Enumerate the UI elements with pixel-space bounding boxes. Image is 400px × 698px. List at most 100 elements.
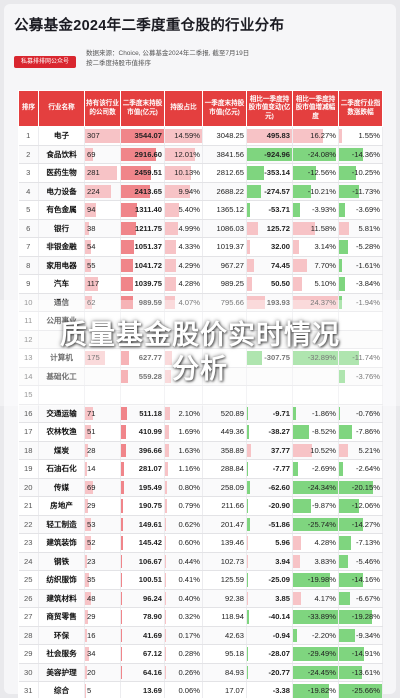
cell-text: -25.66% <box>351 686 380 696</box>
cell-text: 10 <box>24 297 33 307</box>
cell-idx: -11.74% <box>338 348 383 368</box>
cell-text: 12.01% <box>174 149 200 159</box>
cell-text: 48 <box>87 593 96 603</box>
cell-bar <box>339 462 344 476</box>
cell-count: 51 <box>84 422 121 442</box>
cell-value: 281.07 <box>120 459 165 479</box>
cell-industry <box>38 385 85 405</box>
cell-text: 传媒 <box>53 482 70 492</box>
cell-text: 19 <box>24 464 33 474</box>
cell-bar <box>121 573 123 587</box>
cell-text: 电力设备 <box>46 186 77 196</box>
cell-text: -307.75 <box>264 353 290 363</box>
cell-text: 5.10% <box>314 279 336 289</box>
cell-idx: -14.91% <box>338 644 383 664</box>
cell-bar <box>339 610 372 624</box>
cell-pct: 11.58% <box>292 219 339 238</box>
cell-industry: 农林牧渔 <box>38 422 85 442</box>
cell-bar <box>121 536 123 550</box>
cell-text: -14.91% <box>351 649 380 659</box>
table-row: 20 传媒 69 195.49 0.80% 258.09 -62.60 -24.34% -20.… <box>18 478 383 497</box>
cell-bar <box>121 351 129 365</box>
cell-rank: 6 <box>18 219 39 238</box>
cell-change <box>246 367 293 386</box>
cell-text: 医药生物 <box>46 168 77 178</box>
cell-change: -307.75 <box>246 348 293 368</box>
cell-bar <box>339 425 353 439</box>
cell-rank: 19 <box>18 459 39 479</box>
cell-text: -924.96 <box>264 149 290 159</box>
overlay-line-2: 分析 <box>172 354 228 384</box>
cell-text: 14 <box>24 371 33 381</box>
cell-count: 69 <box>84 145 121 164</box>
cell-bar <box>339 221 349 235</box>
cell-q1 <box>202 385 247 405</box>
cell-rank: 13 <box>18 348 39 368</box>
cell-value: 2916.60 <box>120 145 165 164</box>
cell-text: 78.90 <box>142 612 162 622</box>
cell-bar <box>85 221 90 235</box>
cell-rank: 24 <box>18 552 39 571</box>
cell-text: 0.62% <box>178 519 200 529</box>
cell-text: 18 <box>24 445 33 455</box>
cell-share: 4.28% <box>164 274 203 294</box>
cell-bar <box>165 221 178 235</box>
cell-count: 55 <box>84 256 121 275</box>
table-row: 24 钢铁 23 106.67 0.44% 102.73 3.94 3.83% -5.46% <box>18 552 383 571</box>
cell-text: 商贸零售 <box>46 612 77 622</box>
cell-share: 12.01% <box>164 145 203 164</box>
cell-bar <box>339 684 382 698</box>
cell-bar <box>121 369 128 383</box>
cell-bar <box>339 628 355 642</box>
cell-text: 62 <box>87 297 96 307</box>
cell-bar <box>85 573 89 587</box>
cell-share <box>164 385 203 405</box>
cell-pct: -19.82% <box>292 681 339 698</box>
cell-count: 224 <box>84 182 121 201</box>
cell-change: -38.27 <box>246 422 293 442</box>
cell-pct <box>292 385 339 405</box>
cell-text: -9.87% <box>311 501 336 511</box>
cell-bar <box>293 554 301 568</box>
cell-industry: 纺织服饰 <box>38 570 85 590</box>
cell-change: -62.60 <box>246 478 293 497</box>
cell-share: 0.44% <box>164 552 203 571</box>
cell-count: 94 <box>84 200 121 220</box>
cell-text: 53 <box>87 519 96 529</box>
cell-bar <box>247 480 251 494</box>
cell-text: 3 <box>26 168 31 178</box>
cell-text: 396.66 <box>138 445 162 455</box>
cell-q1: 258.09 <box>202 478 247 497</box>
cell-text: 14 <box>87 464 96 474</box>
cell-industry <box>38 330 85 349</box>
cell-text: 69 <box>87 482 96 492</box>
cell-idx: -5.46% <box>338 552 383 571</box>
cell-bar <box>85 277 99 291</box>
cell-industry: 轻工制造 <box>38 515 85 534</box>
cell-text: 2 <box>26 149 31 159</box>
cell-industry: 有色金属 <box>38 200 85 220</box>
cell-text: 石油石化 <box>46 464 77 474</box>
cell-pct: 4.28% <box>292 533 339 553</box>
cell-text: -11.73% <box>352 186 380 196</box>
cell-text: 14.59% <box>174 131 200 141</box>
cell-change: -40.14 <box>246 607 293 627</box>
cell-industry: 社会服务 <box>38 644 85 664</box>
cell-q1: 118.94 <box>202 607 247 627</box>
col-header: 排序 <box>18 90 39 127</box>
cell-bar <box>165 517 167 531</box>
cell-text: 电子 <box>53 131 70 141</box>
cell-bar <box>121 277 134 291</box>
table-row: 12 <box>18 330 383 349</box>
cell-bar <box>165 184 191 198</box>
cell-text: 0.79% <box>178 501 200 511</box>
cell-pct: -10.21% <box>292 182 339 201</box>
cell-industry: 煤炭 <box>38 441 85 460</box>
cell-text: -353.14 <box>264 168 290 178</box>
cell-industry: 银行 <box>38 219 85 238</box>
cell-bar <box>293 610 338 624</box>
cell-text: 125.72 <box>266 223 290 233</box>
cell-text: -19.82% <box>307 686 336 696</box>
cell-count: 307 <box>84 126 121 146</box>
cell-bar <box>293 184 311 198</box>
